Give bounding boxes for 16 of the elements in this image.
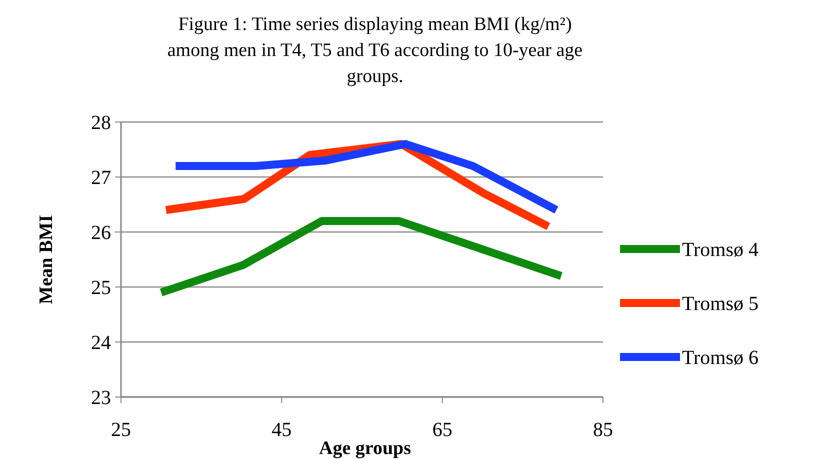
legend-label: Tromsø 5: [682, 293, 759, 315]
chart-title: Figure 1: Time series displaying mean BMI (kg/m²) among men in T4, T5 and T6 according to 10-year age groups.: [167, 14, 583, 87]
y-tick-label: 23: [91, 387, 111, 409]
x-tick-label: 45: [272, 419, 292, 441]
x-axis-title: Age groups: [318, 438, 412, 459]
x-tick-label: 85: [593, 419, 613, 441]
y-axis-title: Mean BMI: [36, 214, 57, 304]
x-tick-label: 25: [111, 419, 131, 441]
legend-label: Tromsø 6: [682, 347, 759, 369]
y-tick-label: 28: [91, 112, 111, 134]
x-tick-label: 65: [432, 419, 452, 441]
y-tick-label: 27: [91, 167, 111, 189]
legend-label: Tromsø 4: [682, 239, 759, 261]
y-tick-label: 26: [91, 222, 111, 244]
y-tick-label: 24: [91, 332, 111, 354]
y-tick-label: 25: [91, 277, 111, 299]
